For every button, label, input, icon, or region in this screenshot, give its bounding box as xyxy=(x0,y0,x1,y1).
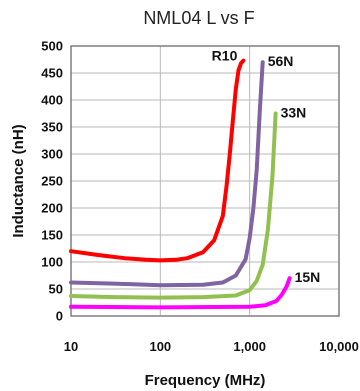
series-lines xyxy=(69,58,292,310)
y-tick-label: 100 xyxy=(41,255,63,270)
series-line-r10 xyxy=(69,58,246,263)
x-axis-tick-labels: 10 100 1,000 10,000 xyxy=(64,339,359,354)
x-tick-label: 1,000 xyxy=(233,339,266,354)
x-tick-label: 100 xyxy=(149,339,171,354)
series-line-15n xyxy=(69,276,292,310)
series-label-33n: 33N xyxy=(281,105,307,121)
y-tick-label: 250 xyxy=(41,174,63,189)
series-line-56n xyxy=(69,60,265,288)
y-tick-label: 50 xyxy=(49,282,63,297)
y-axis-tick-labels: 0 50 100 150 200 250 300 350 400 450 500 xyxy=(41,39,63,324)
series-label-15n: 15N xyxy=(295,269,321,285)
y-axis-label: Inductance (nH) xyxy=(10,124,27,237)
x-tick-label: 10,000 xyxy=(319,339,359,354)
y-tick-label: 150 xyxy=(41,228,63,243)
series-line-33n xyxy=(69,111,278,300)
y-tick-label: 450 xyxy=(41,66,63,81)
series-labels: R10 56N 33N 15N xyxy=(212,48,321,286)
y-tick-label: 400 xyxy=(41,93,63,108)
x-axis-label: Frequency (MHz) xyxy=(145,372,266,389)
x-tick-label: 10 xyxy=(64,339,78,354)
chart-title: NML04 L vs F xyxy=(143,8,254,28)
series-label-r10: R10 xyxy=(212,48,238,64)
y-tick-label: 350 xyxy=(41,120,63,135)
y-tick-label: 500 xyxy=(41,39,63,54)
y-tick-label: 200 xyxy=(41,201,63,216)
plot-frame xyxy=(70,45,340,317)
y-tick-label: 300 xyxy=(41,147,63,162)
y-tick-label: 0 xyxy=(56,309,63,324)
series-label-56n: 56N xyxy=(268,53,294,69)
